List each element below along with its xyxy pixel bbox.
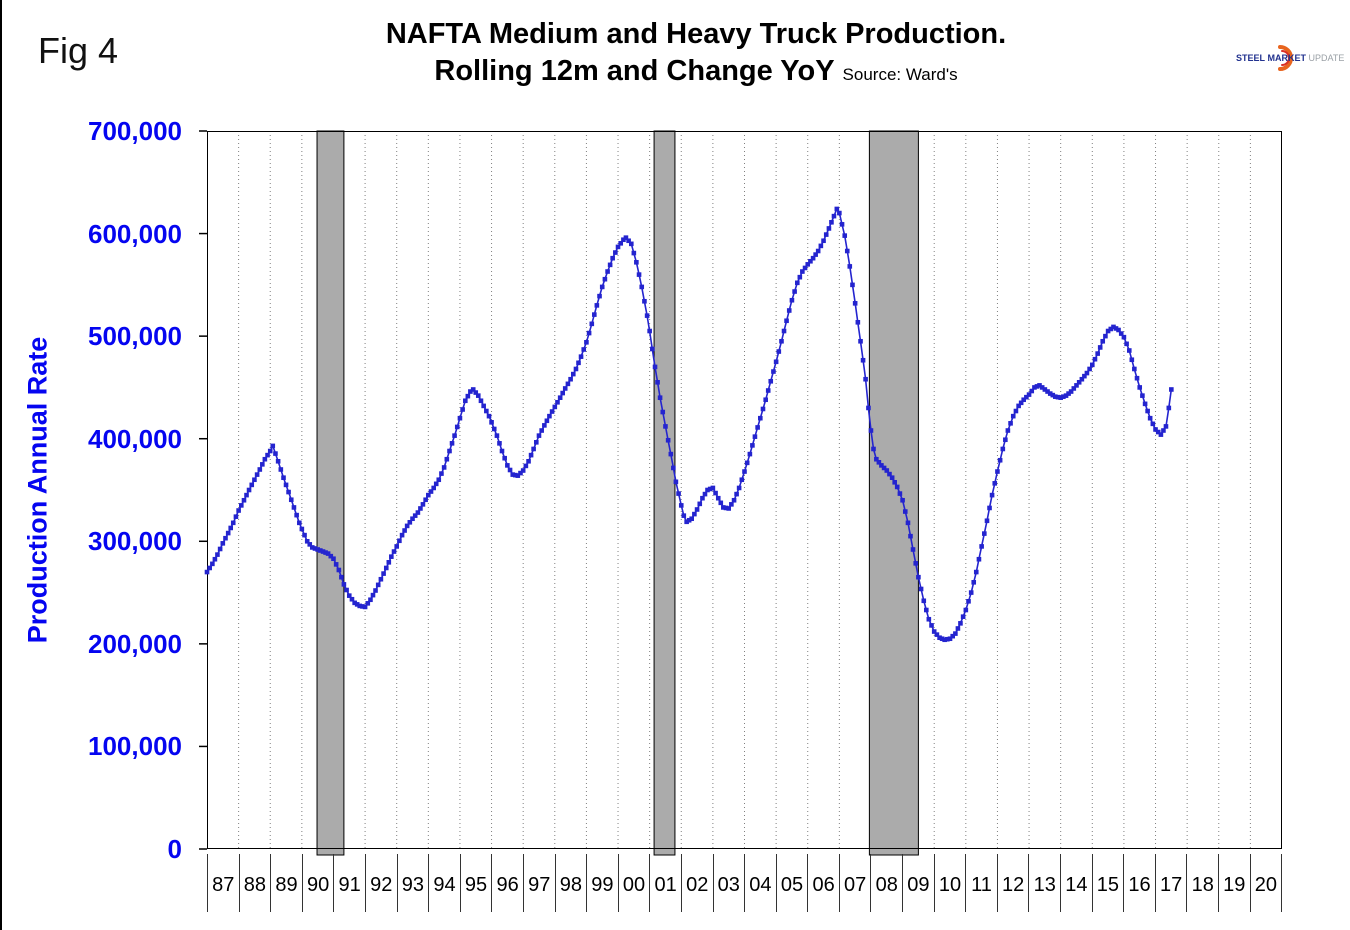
x-axis-tick-label: 10: [933, 854, 966, 912]
x-axis-tick-label: 20: [1249, 854, 1283, 912]
x-axis-tick-label: 04: [744, 854, 776, 912]
x-axis-tick-label: 08: [870, 854, 902, 912]
x-axis-tick-label: 11: [965, 854, 997, 912]
x-axis-tick-label: 97: [522, 854, 555, 912]
y-axis-tick-label: 700,000: [88, 116, 182, 146]
x-axis-tick-label: 94: [428, 854, 460, 912]
plot-area: [199, 130, 1282, 856]
logo-text: STEEL MARKET UPDATE: [1236, 53, 1344, 63]
x-axis-tick-label: 03: [712, 854, 745, 912]
x-axis-tick-label: 93: [396, 854, 429, 912]
x-axis-tick-label: 06: [807, 854, 839, 912]
x-axis-tick-label: 19: [1218, 854, 1250, 912]
x-axis-tick-label: 99: [586, 854, 618, 912]
y-axis-tick-label: 200,000: [88, 628, 182, 659]
x-axis-tick-label: 13: [1028, 854, 1060, 912]
x-axis-tick-label: 88: [238, 854, 271, 912]
x-axis-tick-label: 14: [1060, 854, 1092, 912]
x-axis-tick-label: 07: [838, 854, 871, 912]
chart-plot: [199, 130, 1282, 856]
x-axis-tick-label: 90: [301, 854, 334, 912]
x-axis-tick-labels: 87 88 89 90 91 92 93 94 95 96 97 98 99 00 01 02 03 04 05 06…: [207, 854, 1283, 912]
logo-update-text: UPDATE: [1308, 53, 1345, 63]
chart-title-line2: Rolling 12m and Change YoY Source: Ward's: [122, 52, 1270, 94]
x-axis-tick-label: 87: [207, 854, 239, 912]
x-axis-tick-label: 92: [364, 854, 397, 912]
y-axis-tick-label: 100,000: [88, 731, 182, 762]
x-axis-tick-label: 17: [1154, 854, 1187, 912]
x-axis-tick-label: 95: [459, 854, 492, 912]
x-axis-tick-label: 00: [617, 854, 650, 912]
y-axis-tick-labels: 700,000 600,000 500,000 400,000 300,000 200,0…: [2, 116, 190, 864]
y-axis-tick-label: 0: [167, 834, 182, 864]
x-axis-tick-label: 05: [775, 854, 808, 912]
y-axis-tick-label: 300,000: [88, 526, 182, 557]
y-axis-tick-label: 500,000: [88, 321, 182, 352]
chart-title-line2-text: Rolling 12m and Change YoY: [434, 55, 835, 87]
steel-market-update-logo: STEEL MARKET UPDATE: [1236, 44, 1344, 74]
x-axis-tick-label: 96: [491, 854, 523, 912]
logo-market-text: MARKET: [1267, 53, 1307, 63]
y-axis-tick-label: 600,000: [88, 218, 182, 249]
logo-steel-text: STEEL: [1236, 53, 1266, 63]
x-axis-tick-label: 89: [270, 854, 302, 912]
x-axis-tick-label: 18: [1186, 854, 1218, 912]
chart-title-line1: NAFTA Medium and Heavy Truck Production.: [385, 18, 1007, 50]
x-axis-tick-label: 02: [680, 854, 713, 912]
x-axis-tick-label: 91: [333, 854, 365, 912]
x-axis-tick-label: 98: [554, 854, 587, 912]
x-axis-tick-label: 15: [1091, 854, 1124, 912]
y-axis-tick-label: 400,000: [88, 423, 182, 454]
logo-swoosh-icon: [1278, 45, 1293, 71]
chart-title: NAFTA Medium and Heavy Truck Production.…: [122, 16, 1270, 94]
figure-label: Fig 4: [38, 30, 119, 71]
x-axis-tick-label: 01: [649, 854, 681, 912]
x-axis-tick-label: 12: [996, 854, 1029, 912]
chart-source: Source: Ward's: [842, 65, 958, 84]
x-axis-tick-label: 16: [1123, 854, 1155, 912]
x-axis-tick-label: 09: [902, 854, 934, 912]
